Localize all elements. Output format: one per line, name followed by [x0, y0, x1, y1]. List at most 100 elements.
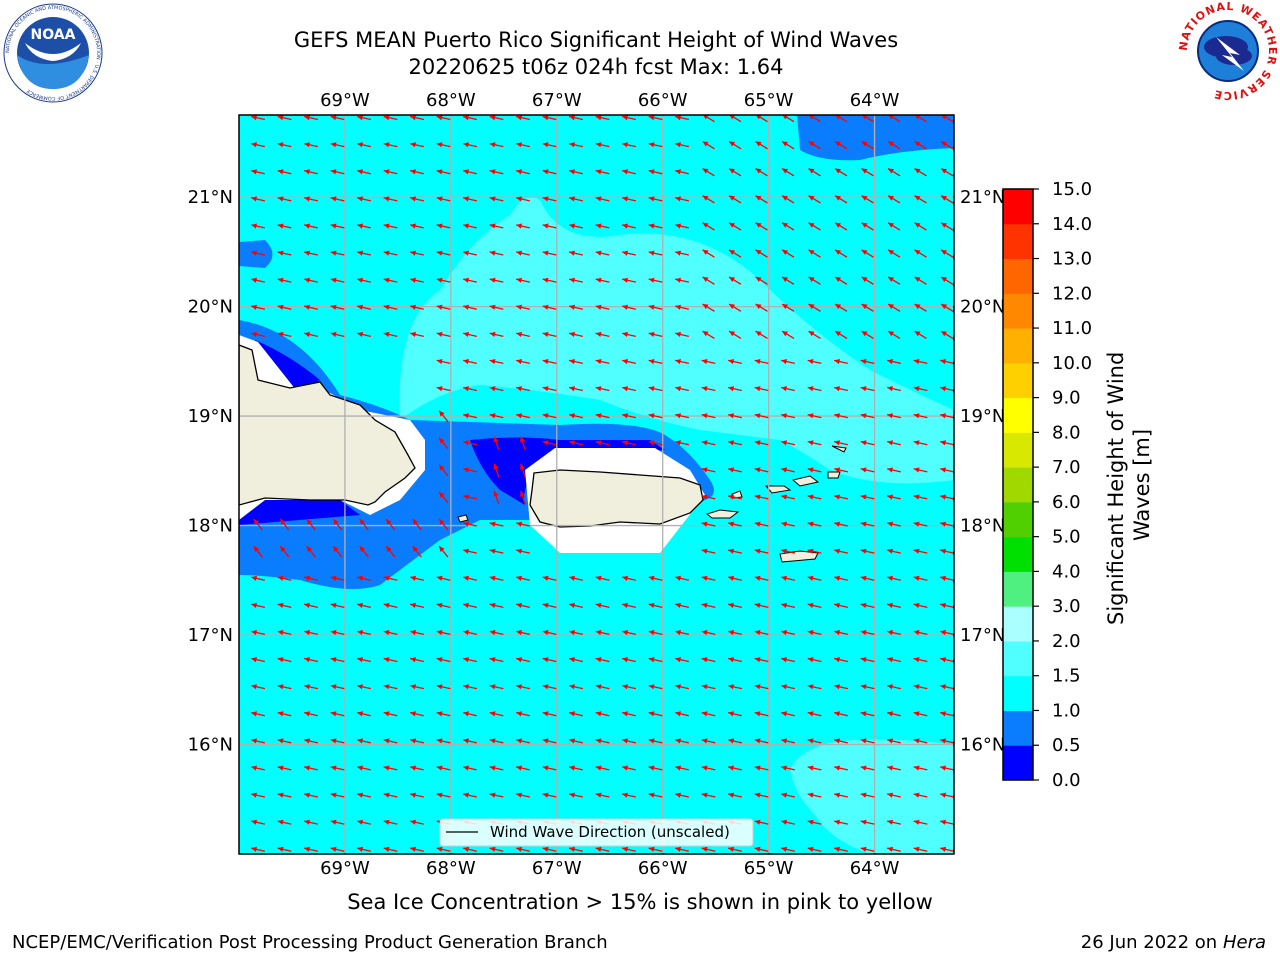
- wave-arrow-602: [781, 765, 795, 771]
- wave-arrow-159: [887, 249, 901, 258]
- wave-arrow-27: [251, 142, 265, 148]
- wave-arrow-210: [808, 303, 821, 312]
- wave-arrow-629: [781, 792, 795, 798]
- wave-arrow-618: [489, 792, 504, 798]
- wave-arrow-553: [913, 711, 928, 717]
- colorbar-swatch-11: [1003, 362, 1033, 399]
- wave-arrow-383: [701, 548, 716, 554]
- wave-arrow-423: [330, 602, 345, 608]
- wave-arrow-366: [807, 521, 822, 527]
- map-tick-labels: 69°W 69°W 68°W 68°W 67°W 67°W 66°W 66°W 65°W 65°W…: [188, 90, 1006, 879]
- wave-arrow-575: [781, 738, 795, 744]
- wave-arrow-422: [304, 602, 318, 608]
- lat-tick-left-4: 17°N: [188, 625, 233, 646]
- wave-arrow-209: [781, 303, 795, 312]
- wave-arrow-247: [542, 359, 557, 365]
- wave-arrow-167: [383, 277, 398, 283]
- wave-arrow-441: [807, 602, 822, 608]
- wave-arrow-82: [277, 196, 292, 202]
- wave-arrow-453: [410, 630, 424, 636]
- wave-arrow-581: [940, 738, 954, 744]
- wave-arrow-622: [595, 792, 610, 798]
- wave-arrow-322: [940, 440, 954, 446]
- wave-arrow-488: [622, 657, 636, 663]
- wave-arrow-283: [438, 410, 449, 422]
- wave-arrow-377: [385, 545, 396, 558]
- wave-arrow-265: [489, 386, 504, 392]
- wave-arrow-168: [410, 277, 424, 283]
- wave-arrow-461: [622, 630, 636, 636]
- colorbar-swatch-7: [1003, 501, 1033, 538]
- wave-arrow-372: [253, 545, 263, 558]
- wave-arrow-115: [436, 223, 451, 229]
- wave-arrow-15: [648, 115, 663, 121]
- lat-tick-left-2: 19°N: [188, 406, 233, 427]
- lon-tick-bottom-1: 68°W: [426, 858, 476, 879]
- wave-arrow-354: [332, 518, 343, 531]
- wave-arrow-359: [463, 521, 477, 527]
- wave-arrow-4: [357, 115, 371, 121]
- wave-arrow-688: [913, 846, 928, 852]
- wave-arrow-607: [913, 765, 928, 771]
- wave-arrow-491: [701, 657, 716, 663]
- wave-arrow-296: [781, 413, 795, 419]
- colorbar-tick-1: 0.5: [1052, 735, 1081, 756]
- wave-arrow-598: [675, 765, 689, 771]
- wave-arrow-351: [253, 518, 263, 531]
- wave-arrow-520: [754, 684, 769, 690]
- band-0p0-southwest: [239, 500, 360, 525]
- wave-arrow-345: [807, 494, 822, 500]
- wave-arrow-133: [914, 222, 927, 231]
- lat-tick-left-0: 21°N: [188, 187, 233, 208]
- colorbar-tick-14: 12.0: [1052, 283, 1092, 304]
- colorbar-tick-3: 1.5: [1052, 666, 1081, 687]
- wave-arrow-460: [595, 630, 610, 636]
- wave-arrow-305: [493, 436, 500, 451]
- wave-arrow-343: [754, 494, 769, 500]
- wave-arrow-245: [489, 359, 504, 365]
- wave-arrow-638: [304, 819, 318, 825]
- wave-arrow-338: [463, 494, 477, 500]
- wave-arrow-229: [595, 331, 610, 337]
- wave-arrow-228: [569, 331, 583, 337]
- wave-arrow-535: [436, 711, 451, 717]
- wave-arrow-272: [675, 386, 689, 392]
- wave-arrow-479: [383, 657, 398, 663]
- wave-arrow-46: [755, 140, 768, 150]
- colorbar-frame: [1002, 188, 1034, 781]
- wave-arrow-171: [489, 277, 504, 283]
- wave-arrow-554: [940, 711, 954, 717]
- wave-arrow-320: [887, 440, 901, 446]
- wave-arrow-512: [542, 684, 557, 690]
- wave-arrow-172: [516, 277, 530, 283]
- wave-arrow-675: [569, 846, 583, 852]
- wave-arrow-448: [277, 630, 292, 636]
- wave-arrow-29: [304, 142, 318, 148]
- colorbar-swatch-15: [1003, 223, 1033, 260]
- wave-arrow-674: [542, 846, 557, 852]
- lat-tick-right-5: 16°N: [960, 735, 1005, 756]
- wave-arrow-470: [860, 630, 875, 636]
- wave-arrow-374: [306, 545, 316, 558]
- wave-arrow-162: [251, 277, 265, 283]
- wave-arrow-501: [251, 684, 265, 690]
- lat-tick-right-0: 21°N: [960, 187, 1005, 208]
- wave-arrow-594: [569, 765, 583, 771]
- wave-arrow-97: [675, 196, 689, 202]
- wave-arrow-605: [860, 765, 875, 771]
- wave-arrow-424: [357, 602, 371, 608]
- wave-arrow-591: [489, 765, 504, 771]
- wave-arrow-183: [808, 276, 821, 285]
- wave-arrow-185: [861, 276, 874, 285]
- island-st-croix: [779, 550, 819, 563]
- wave-arrow-225: [489, 331, 504, 337]
- wave-arrow-179: [702, 276, 715, 285]
- wave-arrow-246: [516, 359, 530, 365]
- wave-arrow-489: [648, 657, 663, 663]
- wave-arrow-335: [913, 467, 928, 473]
- wave-arrow-180: [728, 276, 742, 285]
- wave-arrow-102: [808, 195, 821, 204]
- lon-tick-bottom-3: 66°W: [638, 858, 688, 879]
- wave-arrow-609: [251, 792, 265, 798]
- wave-arrow-498: [887, 657, 901, 663]
